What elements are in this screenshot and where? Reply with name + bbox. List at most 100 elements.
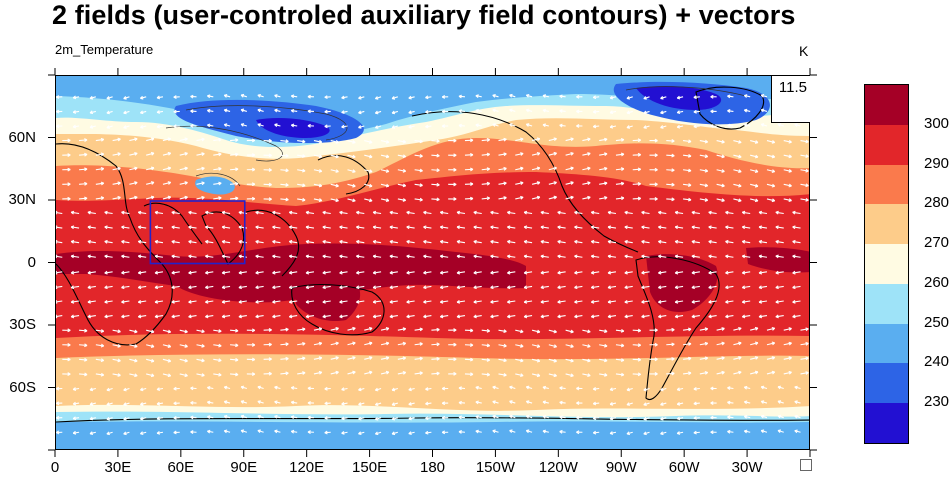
wind-vector-head (643, 416, 647, 421)
wind-vector-head (604, 329, 608, 334)
wind-vector (682, 343, 692, 346)
wind-vector-head (658, 270, 662, 275)
wind-vector-head (710, 430, 714, 435)
wind-vector (473, 285, 482, 289)
wind-vector (557, 240, 566, 244)
wind-vector-head (727, 109, 731, 113)
wind-vector-head (553, 329, 557, 334)
region-selection-box[interactable] (149, 200, 246, 265)
wind-vector (196, 373, 205, 377)
wind-vector (524, 255, 533, 258)
wind-vector-head (641, 314, 645, 319)
wind-vector-head (754, 140, 759, 144)
wind-vector-head (121, 210, 125, 215)
wind-vector (548, 373, 557, 377)
wind-vector-head (356, 270, 360, 275)
wind-vector (121, 315, 130, 318)
wind-vector (138, 285, 147, 289)
wind-vector-head (553, 195, 557, 200)
wind-vector-head (708, 210, 712, 215)
wind-vector (531, 358, 540, 362)
wind-vector-head (352, 183, 356, 188)
wind-vector (364, 371, 373, 375)
wind-vector-head (758, 270, 763, 275)
wind-vector (414, 183, 423, 186)
wind-vector-head (587, 195, 591, 200)
wind-vector-head (777, 429, 782, 434)
wind-vector (675, 300, 684, 303)
wind-vector-head (453, 153, 457, 158)
wind-vector (373, 255, 382, 258)
wind-vector (162, 344, 171, 348)
wind-vector-head (72, 110, 77, 114)
wind-vector (682, 198, 692, 201)
wind-vector-head (490, 314, 494, 319)
wind-vector-head (671, 342, 675, 347)
wind-vector (758, 315, 768, 318)
wind-vector-head (221, 314, 226, 319)
wind-vector (373, 315, 382, 318)
wind-vector-head (441, 415, 446, 420)
wind-vector-head (525, 429, 530, 434)
wind-vector (507, 285, 516, 289)
wind-vector-head (727, 386, 731, 390)
wind-vector (641, 240, 650, 244)
wind-vector-head (754, 183, 759, 188)
wind-vector-head (56, 314, 58, 319)
wind-vector-head (318, 183, 323, 188)
wind-vector (641, 226, 650, 229)
wind-vector-head (341, 95, 345, 100)
wind-vector-head (339, 210, 343, 215)
wind-vector-head (425, 124, 429, 129)
band-above-300-amazon (646, 254, 718, 312)
wind-vector-head (134, 195, 138, 200)
wind-vector-head (218, 137, 222, 142)
wind-vector-head (154, 254, 159, 259)
wind-vector (675, 315, 684, 318)
wind-vector (230, 153, 239, 156)
wind-vector-head (525, 123, 530, 127)
wind-vector (56, 315, 63, 318)
wind-vector-head (190, 109, 194, 114)
wind-vector (154, 315, 164, 318)
wind-vector (347, 198, 356, 202)
wind-vector (322, 240, 331, 244)
wind-vector (397, 371, 406, 375)
wind-vector (666, 198, 675, 201)
colorbar-label: 290 (924, 154, 950, 172)
wind-vector (347, 356, 356, 360)
wind-vector-head (559, 94, 563, 99)
wind-vector-head (453, 167, 457, 172)
wind-vector-head (637, 167, 642, 172)
wind-vector-head (676, 124, 681, 129)
wind-vector (205, 211, 214, 215)
wind-vector (364, 169, 373, 173)
wind-vector-head (251, 182, 256, 187)
wind-vector-head (70, 225, 75, 230)
wind-vector (758, 240, 768, 244)
wind-vector-head (385, 183, 390, 188)
wind-vector-head (660, 125, 664, 129)
wind-vector (725, 226, 734, 229)
wind-vector-head (121, 270, 125, 275)
wind-vector (775, 255, 784, 258)
contour-siberia-2 (165, 125, 283, 162)
wind-vector-head (406, 239, 410, 244)
wind-vector-head (771, 183, 776, 188)
wind-vector-head (542, 108, 547, 113)
wind-vector (289, 285, 298, 289)
wind-vector-head (671, 153, 675, 158)
wind-vector (272, 240, 281, 244)
wind-vector (205, 271, 214, 274)
wind-vector-head (100, 343, 105, 348)
wind-vector (716, 183, 725, 187)
wind-vector-head (470, 343, 474, 347)
wind-vector (339, 315, 348, 318)
wind-vector (71, 255, 80, 258)
wind-vector (507, 271, 516, 274)
wind-vector-head (473, 270, 477, 275)
wind-vector-head (117, 137, 121, 142)
wind-vector-head (117, 166, 121, 171)
colorbar-label: 250 (924, 313, 950, 331)
wind-vector-head (104, 210, 108, 215)
